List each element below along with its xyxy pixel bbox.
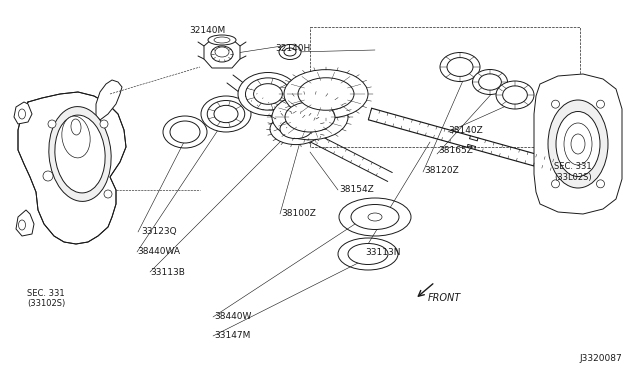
Ellipse shape bbox=[440, 52, 480, 81]
Polygon shape bbox=[96, 80, 122, 120]
Ellipse shape bbox=[447, 58, 473, 76]
Ellipse shape bbox=[552, 100, 559, 108]
Text: SEC. 331
(33102S): SEC. 331 (33102S) bbox=[27, 289, 65, 308]
Ellipse shape bbox=[238, 73, 298, 115]
Ellipse shape bbox=[272, 94, 348, 140]
Text: 33123Q: 33123Q bbox=[141, 227, 177, 236]
Text: 38165Z: 38165Z bbox=[438, 146, 473, 155]
Ellipse shape bbox=[571, 134, 585, 154]
Text: 38140Z: 38140Z bbox=[448, 126, 483, 135]
Ellipse shape bbox=[170, 121, 200, 143]
Text: 38120Z: 38120Z bbox=[424, 166, 459, 174]
Ellipse shape bbox=[19, 109, 26, 119]
Polygon shape bbox=[14, 102, 32, 124]
Ellipse shape bbox=[215, 47, 229, 57]
Text: 33113B: 33113B bbox=[150, 268, 185, 277]
Text: 38154Z: 38154Z bbox=[339, 185, 374, 194]
Ellipse shape bbox=[214, 37, 230, 43]
Text: 38100Z: 38100Z bbox=[282, 209, 316, 218]
Ellipse shape bbox=[338, 238, 398, 270]
Polygon shape bbox=[204, 39, 240, 68]
Polygon shape bbox=[18, 92, 126, 244]
Ellipse shape bbox=[201, 96, 251, 132]
Ellipse shape bbox=[208, 35, 236, 45]
Text: 38440W: 38440W bbox=[214, 312, 252, 321]
Ellipse shape bbox=[71, 119, 81, 135]
Ellipse shape bbox=[339, 198, 411, 236]
Ellipse shape bbox=[104, 190, 112, 198]
Text: 33147M: 33147M bbox=[214, 331, 251, 340]
Ellipse shape bbox=[48, 120, 56, 128]
Text: J3320087: J3320087 bbox=[579, 355, 622, 363]
Ellipse shape bbox=[564, 123, 592, 165]
Ellipse shape bbox=[596, 100, 605, 108]
Ellipse shape bbox=[214, 105, 238, 123]
Ellipse shape bbox=[270, 113, 322, 145]
Ellipse shape bbox=[502, 86, 527, 104]
Ellipse shape bbox=[552, 180, 559, 188]
Ellipse shape bbox=[284, 70, 368, 118]
Ellipse shape bbox=[348, 244, 388, 264]
Text: SEC. 331
(33L02S): SEC. 331 (33L02S) bbox=[554, 162, 591, 182]
Ellipse shape bbox=[246, 78, 291, 110]
Ellipse shape bbox=[211, 46, 233, 62]
Ellipse shape bbox=[556, 112, 600, 176]
Ellipse shape bbox=[207, 100, 244, 128]
Ellipse shape bbox=[43, 171, 53, 181]
Ellipse shape bbox=[472, 70, 508, 94]
Text: 32140M: 32140M bbox=[189, 26, 225, 35]
Ellipse shape bbox=[62, 116, 90, 158]
Ellipse shape bbox=[298, 78, 354, 110]
Ellipse shape bbox=[368, 213, 382, 221]
Polygon shape bbox=[534, 74, 622, 214]
Ellipse shape bbox=[351, 205, 399, 230]
Polygon shape bbox=[16, 210, 34, 236]
Text: 32140H: 32140H bbox=[275, 44, 310, 53]
Ellipse shape bbox=[280, 119, 312, 139]
Ellipse shape bbox=[284, 48, 296, 56]
Ellipse shape bbox=[163, 116, 207, 148]
Ellipse shape bbox=[19, 220, 26, 230]
Ellipse shape bbox=[548, 100, 608, 188]
Ellipse shape bbox=[253, 84, 282, 104]
Ellipse shape bbox=[496, 81, 534, 109]
Ellipse shape bbox=[100, 120, 108, 128]
Ellipse shape bbox=[49, 107, 111, 201]
Ellipse shape bbox=[279, 45, 301, 60]
Ellipse shape bbox=[285, 102, 335, 132]
Text: FRONT: FRONT bbox=[428, 294, 461, 303]
Text: 33113N: 33113N bbox=[365, 248, 400, 257]
Text: 38440WA: 38440WA bbox=[138, 247, 180, 256]
Ellipse shape bbox=[596, 180, 605, 188]
Ellipse shape bbox=[55, 115, 105, 193]
Ellipse shape bbox=[479, 74, 501, 90]
